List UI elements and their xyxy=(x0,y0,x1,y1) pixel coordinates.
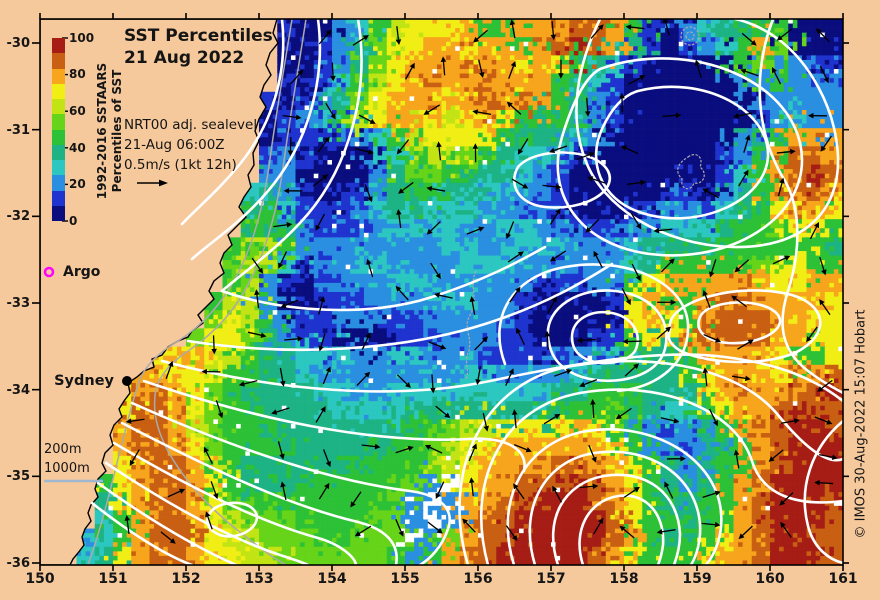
colorbar xyxy=(52,38,65,221)
colorbar-segment xyxy=(52,190,65,206)
model-info-line3: 0.5m/s (1kt 12h) xyxy=(124,157,237,173)
y-tick-label-33: -33 xyxy=(6,296,31,311)
colorbar-title-line1: 1992-2016 SSTAARS xyxy=(95,62,109,200)
y-tick-label-32: -32 xyxy=(6,209,31,224)
x-tick-label-157: 157 xyxy=(536,571,566,587)
colorbar-segment xyxy=(52,144,65,160)
colorbar-tick-100: 100 xyxy=(69,31,95,45)
x-tick-label-160: 160 xyxy=(755,571,785,587)
colorbar-segment xyxy=(52,175,65,191)
colorbar-segment xyxy=(52,160,65,176)
colorbar-segment xyxy=(52,68,65,84)
colorbar-segment xyxy=(52,38,65,54)
credit-text: © IMOS 30-Aug-2022 15:07 Hobart xyxy=(853,309,869,539)
figure-title-line2: 21 Aug 2022 xyxy=(124,48,245,68)
x-tick-label-152: 152 xyxy=(171,571,201,587)
model-info-line1: NRT00 adj. sealevel xyxy=(124,117,258,133)
model-info-line2: 21-Aug 06:00Z xyxy=(124,137,225,153)
sydney-label: Sydney xyxy=(54,373,114,389)
x-tick-label-155: 155 xyxy=(390,571,420,587)
argo-legend-label: Argo xyxy=(63,264,101,280)
colorbar-segment xyxy=(52,205,65,221)
figure-title-line1: SST Percentiles xyxy=(124,26,273,46)
colorbar-tick-60: 60 xyxy=(69,104,86,118)
x-tick-label-154: 154 xyxy=(317,571,347,587)
x-tick-label-159: 159 xyxy=(682,571,712,587)
y-tick-label-36: -36 xyxy=(6,556,31,571)
depth-200m-label: 200m xyxy=(44,442,82,457)
x-tick-label-151: 151 xyxy=(98,571,128,587)
x-tick-label-150: 150 xyxy=(25,571,55,587)
colorbar-segment xyxy=(52,129,65,145)
depth-1000m-label: 1000m xyxy=(44,461,90,476)
y-tick-label-35: -35 xyxy=(6,469,31,484)
x-tick-label-153: 153 xyxy=(244,571,274,587)
colorbar-title-line2: Percentiles of SST xyxy=(110,69,124,193)
x-tick-label-161: 161 xyxy=(828,571,858,587)
colorbar-tick-0: 0 xyxy=(69,214,78,228)
x-tick-label-158: 158 xyxy=(609,571,639,587)
colorbar-segment xyxy=(52,53,65,69)
y-tick-label-30: -30 xyxy=(6,36,31,51)
y-tick-label-34: -34 xyxy=(6,383,31,398)
colorbar-title: 1992-2016 SSTAARS Percentiles of SST xyxy=(95,63,125,199)
colorbar-segment xyxy=(52,114,65,130)
colorbar-tick-40: 40 xyxy=(69,141,86,155)
sst-field-raster xyxy=(40,19,843,565)
x-tick-label-156: 156 xyxy=(463,571,493,587)
colorbar-tick-80: 80 xyxy=(69,67,86,81)
colorbar-tick-20: 20 xyxy=(69,177,86,191)
colorbar-segment xyxy=(52,83,65,99)
colorbar-segment xyxy=(52,99,65,115)
y-tick-label-31: -31 xyxy=(6,123,31,138)
